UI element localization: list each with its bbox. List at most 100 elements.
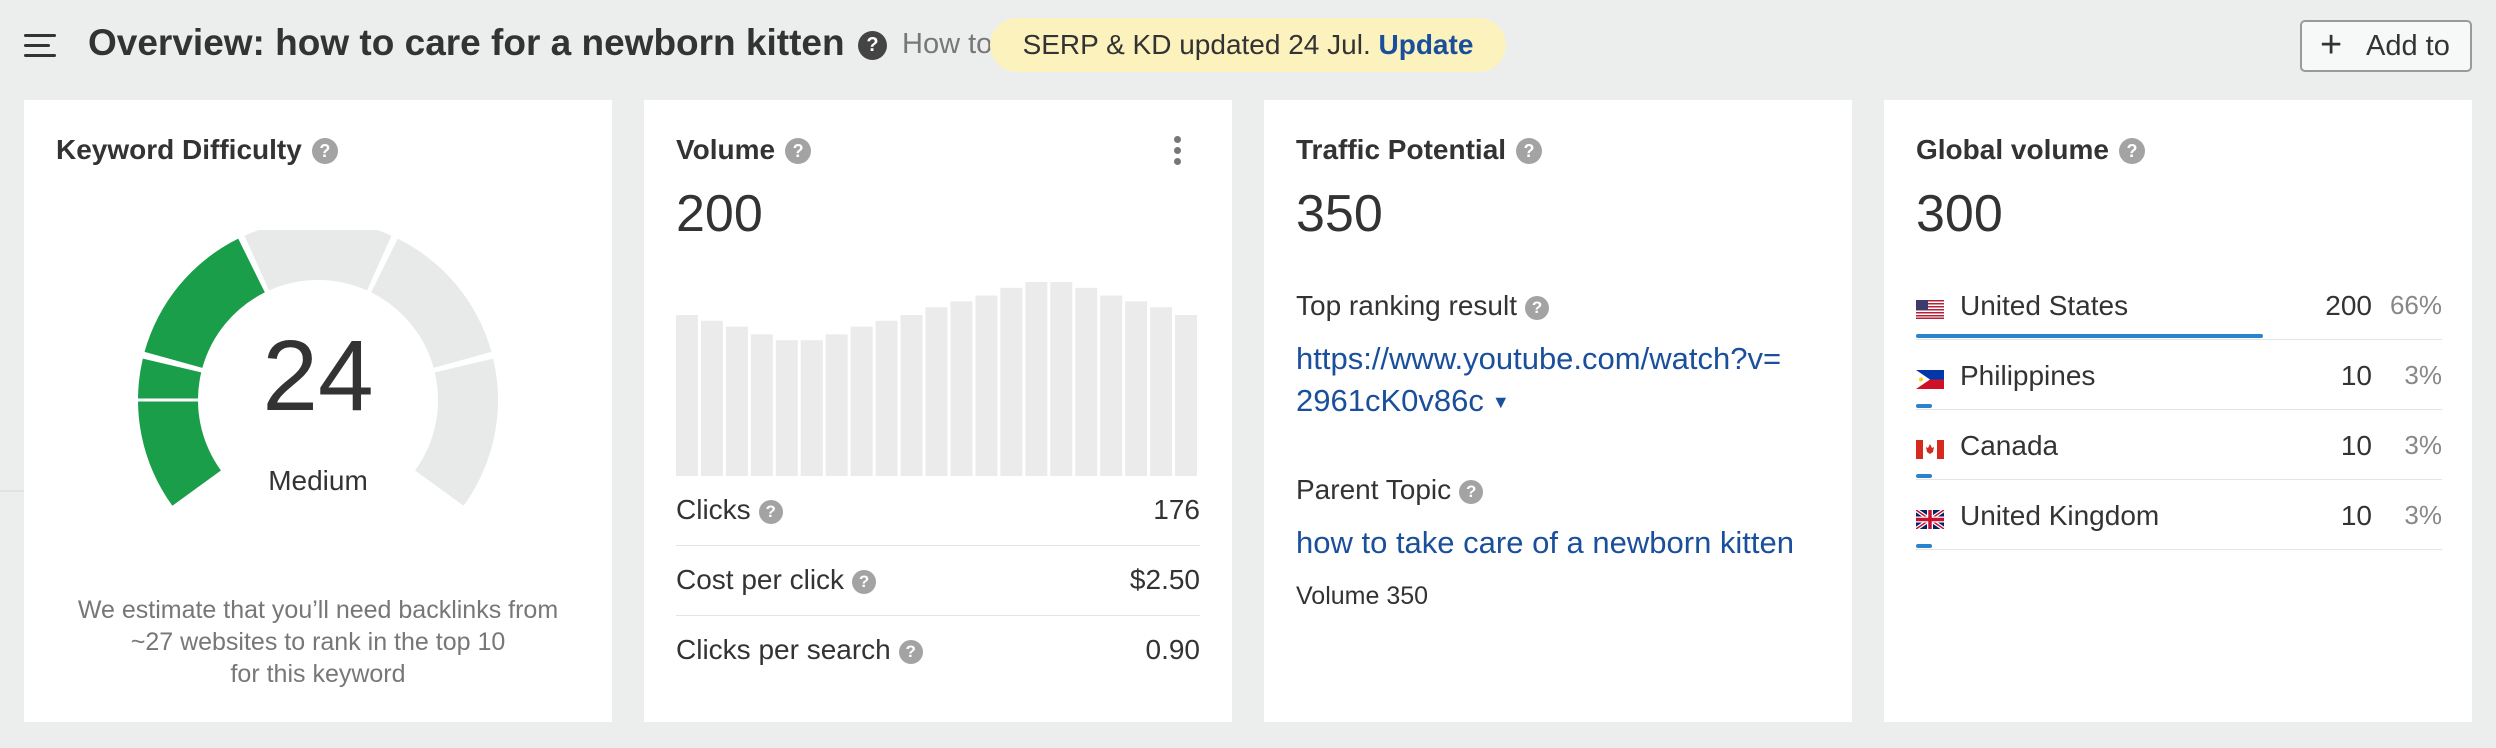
help-icon[interactable]: ? <box>785 138 812 164</box>
parent-topic-link[interactable]: how to take care of a newborn kitten <box>1296 525 1795 560</box>
kd-description: We estimate that you’ll need backlinks f… <box>24 594 612 690</box>
volume-trend-bar[interactable] <box>975 295 998 476</box>
help-icon[interactable]: ? <box>852 570 877 594</box>
help-icon[interactable]: ? <box>1525 296 1550 320</box>
volume-title: Volume? <box>676 134 812 166</box>
volume-trend-chart <box>676 282 1197 476</box>
country-percent: 3% <box>2404 430 2442 460</box>
country-name: Philippines <box>1960 360 2096 391</box>
help-icon[interactable]: ? <box>758 500 783 524</box>
volume-trend-bar[interactable] <box>725 326 748 476</box>
volume-trend-bar[interactable] <box>925 307 948 476</box>
metric-value: $2.50 <box>1129 564 1200 595</box>
country-volume: 200 <box>2325 290 2372 321</box>
volume-card: Volume? 200 Clicks? 176 Cost per click? … <box>644 100 1232 722</box>
volume-trend-bar[interactable] <box>1150 307 1173 476</box>
add-to-button[interactable]: + Add to <box>2300 20 2472 72</box>
caret-down-icon[interactable]: ▼ <box>1491 392 1510 412</box>
volume-trend-bar[interactable] <box>875 320 898 476</box>
volume-trend-bar[interactable] <box>775 340 798 476</box>
gauge-segment <box>415 358 498 506</box>
metric-label: Clicks per search? <box>676 634 923 666</box>
traffic-potential-card: Traffic Potential? 350 Top ranking resul… <box>1264 100 1852 722</box>
update-link[interactable]: Update <box>1378 29 1474 60</box>
country-percent: 66% <box>2389 290 2442 320</box>
url-line: https://www.youtube.com/watch?v= <box>1296 341 1782 376</box>
gauge-segment <box>244 230 392 291</box>
country-volume: 10 <box>2340 430 2372 461</box>
country-row[interactable]: United Kingdom 10 3% <box>1916 480 2442 550</box>
volume-trend-bar[interactable] <box>1100 295 1123 476</box>
volume-trend-bar[interactable] <box>750 334 773 476</box>
volume-trend-bar[interactable] <box>1025 282 1048 476</box>
kd-value: 24 <box>262 320 373 432</box>
gauge-segment <box>371 238 492 368</box>
us-flag-icon <box>1916 300 1944 319</box>
help-icon[interactable]: ? <box>1516 138 1543 164</box>
metric-value: 176 <box>1153 494 1200 525</box>
help-icon[interactable]: ? <box>858 31 887 60</box>
volume-trend-bar[interactable] <box>1175 314 1197 476</box>
volume-title-text: Volume <box>676 134 776 165</box>
metric-label: Clicks? <box>676 494 783 526</box>
divider <box>0 490 24 492</box>
traffic-title-text: Traffic Potential <box>1296 134 1507 165</box>
volume-trend-bar[interactable] <box>1050 282 1073 476</box>
volume-trend-bar[interactable] <box>1125 301 1148 476</box>
metric-label: Cost per click? <box>676 564 877 596</box>
country-row[interactable]: Canada 10 3% <box>1916 410 2442 480</box>
country-percent: 3% <box>2404 500 2442 530</box>
global-title-text: Global volume <box>1916 134 2109 165</box>
more-options-icon[interactable] <box>1174 136 1182 169</box>
kd-description-line: ~27 websites to rank in the top 10 <box>130 628 506 656</box>
country-volume: 10 <box>2340 360 2372 391</box>
top-ranking-url[interactable]: https://www.youtube.com/watch?v= 2961cK0… <box>1296 338 1781 423</box>
top-bar: Overview: how to care for a newborn kitt… <box>0 0 2496 100</box>
volume-trend-bar[interactable] <box>800 340 823 476</box>
country-row[interactable]: Philippines 10 3% <box>1916 340 2442 410</box>
help-icon[interactable]: ? <box>898 640 923 664</box>
keyword-difficulty-card: Keyword Difficulty? 24 Medium We estimat… <box>24 100 612 722</box>
menu-icon[interactable] <box>24 34 56 58</box>
kd-title-text: Keyword Difficulty <box>56 134 302 165</box>
metric-row-cps: Clicks per search? 0.90 <box>676 616 1200 686</box>
gauge-segment-active <box>144 238 265 368</box>
country-share-bar <box>1916 404 1932 408</box>
volume-trend-bar[interactable] <box>825 334 848 476</box>
global-title: Global volume? <box>1916 134 2145 166</box>
howto-link[interactable]: How to <box>902 28 993 60</box>
volume-trend-bar[interactable] <box>1000 287 1023 476</box>
global-value: 300 <box>1916 185 2003 243</box>
volume-trend-bar[interactable] <box>700 320 723 476</box>
country-share-bar <box>1916 544 1932 548</box>
country-name: United Kingdom <box>1960 500 2160 531</box>
serp-update-badge: SERP & KD updated 24 Jul. Update <box>990 18 1506 72</box>
top-ranking-label: Top ranking result? <box>1296 290 1550 322</box>
country-name: Canada <box>1960 430 2059 461</box>
help-icon[interactable]: ? <box>1459 480 1484 504</box>
help-icon[interactable]: ? <box>311 138 338 164</box>
country-share-bar <box>1916 334 2264 338</box>
add-to-label: Add to <box>2366 30 2450 62</box>
url-line: 2961cK0v86c <box>1296 383 1484 418</box>
country-row[interactable]: United States 200 66% <box>1916 270 2442 340</box>
traffic-value: 350 <box>1296 185 1383 243</box>
country-share-bar <box>1916 474 1932 478</box>
uk-flag-icon <box>1916 510 1944 529</box>
volume-trend-bar[interactable] <box>1075 287 1098 476</box>
global-volume-card: Global volume? 300 United States 200 66%… <box>1884 100 2472 722</box>
metric-row-cpc: Cost per click? $2.50 <box>676 546 1200 616</box>
kd-title: Keyword Difficulty? <box>56 134 338 166</box>
kd-description-line: We estimate that you’ll need backlinks f… <box>77 596 559 624</box>
help-icon[interactable]: ? <box>2118 138 2145 164</box>
badge-text: SERP & KD updated 24 Jul. <box>1022 29 1371 60</box>
volume-trend-bar[interactable] <box>950 301 973 476</box>
ph-flag-icon <box>1916 370 1944 389</box>
page-title: Overview: how to care for a newborn kitt… <box>88 22 845 63</box>
parent-topic-label: Parent Topic? <box>1296 474 1484 506</box>
kd-gauge: 24 Medium <box>138 230 498 506</box>
parent-topic-volume: Volume 350 <box>1296 582 1429 610</box>
volume-trend-bar[interactable] <box>850 326 873 476</box>
volume-trend-bar[interactable] <box>900 314 923 476</box>
volume-trend-bar[interactable] <box>676 314 698 476</box>
